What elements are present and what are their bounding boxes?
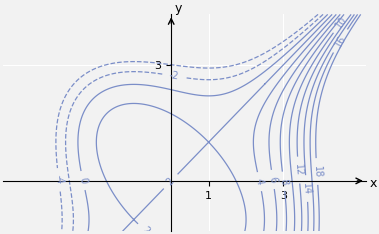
Text: 2: 2 xyxy=(140,225,151,234)
Text: x: x xyxy=(370,177,377,190)
Text: 14: 14 xyxy=(301,182,312,195)
Text: 10: 10 xyxy=(334,14,349,30)
Text: -2: -2 xyxy=(169,70,180,82)
Text: 4: 4 xyxy=(254,178,265,186)
Text: 8: 8 xyxy=(278,178,289,185)
Text: 2: 2 xyxy=(165,176,177,187)
Text: y: y xyxy=(175,2,182,15)
Text: 12: 12 xyxy=(293,164,304,177)
Text: 18: 18 xyxy=(312,165,322,178)
Text: 6: 6 xyxy=(268,176,278,183)
Text: 16: 16 xyxy=(333,33,348,49)
Text: -4: -4 xyxy=(53,175,64,185)
Text: 0: 0 xyxy=(77,176,88,185)
